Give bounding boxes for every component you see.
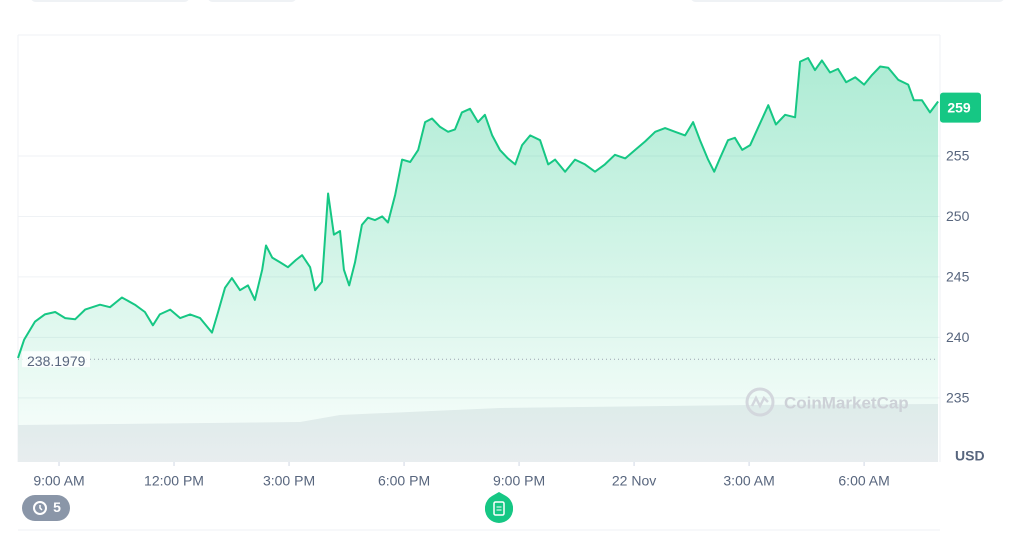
- x-tick-label: 9:00 AM: [33, 473, 84, 489]
- start-price-bg: [22, 351, 90, 368]
- y-tick-label: 255: [946, 148, 970, 164]
- y-tick-label: 240: [946, 329, 970, 345]
- start-price-label: 238.1979: [27, 353, 86, 369]
- plot: 235 240 245 250 255 9:00 AM 12:00 PM 3:00 PM 6:0…: [17, 57, 981, 489]
- watermark-logo: [745, 387, 775, 417]
- current-price-label: 259: [947, 99, 971, 115]
- history-count: 5: [53, 499, 61, 515]
- x-tick-label: 6:00 AM: [838, 473, 889, 489]
- top-control[interactable]: [690, 0, 1005, 2]
- y-tick-label: 245: [946, 269, 970, 285]
- top-tab[interactable]: [207, 0, 297, 2]
- current-price-badge: [940, 92, 981, 123]
- area: [18, 58, 939, 462]
- x-tick-label: 3:00 PM: [263, 473, 315, 489]
- y-tick-label: 235: [946, 390, 970, 406]
- x-tick-label: 3:00 AM: [723, 473, 774, 489]
- x-tick-label: 12:00 PM: [144, 473, 204, 489]
- x-tick-label: 22 Nov: [612, 473, 656, 489]
- top-tab[interactable]: [30, 0, 190, 2]
- y-tick-label: 250: [946, 208, 970, 224]
- x-tick-label: 9:00 PM: [493, 473, 545, 489]
- unit-label: USD: [955, 448, 985, 464]
- history-button[interactable]: 5: [22, 495, 70, 521]
- line: [17, 57, 939, 359]
- watermark: CoinMarketCap: [784, 393, 909, 412]
- notes-button[interactable]: [485, 492, 513, 523]
- x-tick-label: 6:00 PM: [378, 473, 430, 489]
